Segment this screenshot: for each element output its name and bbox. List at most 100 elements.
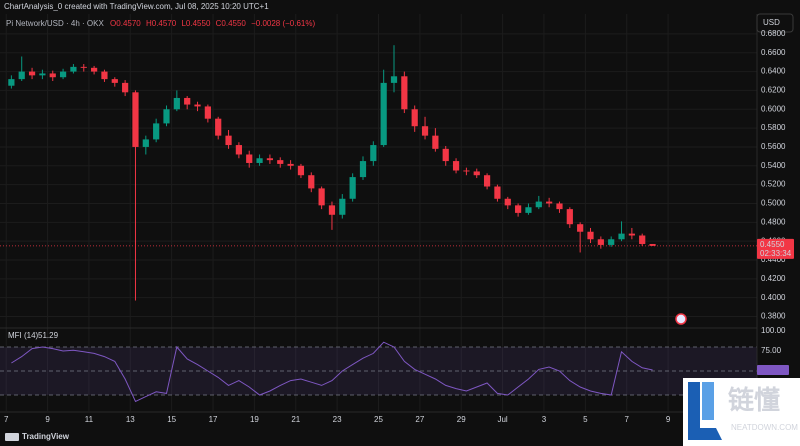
legend-change: −0.0028 (−0.61%): [251, 19, 315, 28]
candle-body: [18, 71, 25, 80]
x-tick-label: 23: [333, 415, 342, 424]
x-tick-label: 9: [666, 415, 671, 424]
candle-body: [194, 104, 201, 107]
brand: TradingView: [22, 432, 70, 441]
y-tick-label: 0.3800: [761, 312, 786, 321]
candle-body: [277, 160, 284, 164]
candle-body: [494, 186, 501, 199]
candle-body: [535, 201, 542, 208]
brand-logo: [5, 433, 19, 441]
candle-body: [515, 205, 522, 213]
x-tick-label: 5: [583, 415, 588, 424]
last-price-label: 0.4550: [760, 240, 785, 249]
x-tick-label: 15: [167, 415, 176, 424]
candle-body: [359, 161, 367, 178]
legend: Pi Network/USD · 4h · OKX O0.4570 H0.457…: [6, 19, 315, 28]
y-tick-label: 0.4000: [761, 293, 786, 302]
x-tick-label: 19: [250, 415, 259, 424]
candle-body: [297, 165, 305, 176]
footer: TradingView: [5, 432, 70, 441]
candle-body: [235, 145, 242, 155]
watermark: 链懂 NEATDOWN.COM: [683, 378, 800, 446]
event-icon[interactable]: [675, 313, 687, 325]
candle-body: [608, 239, 615, 245]
candle-body: [122, 82, 129, 93]
candle-body: [566, 209, 573, 225]
candle-body: [287, 163, 294, 166]
candle-body: [504, 198, 511, 206]
candle-body: [8, 79, 15, 86]
candle-body: [483, 175, 491, 187]
y-tick-label: 0.5600: [761, 142, 786, 151]
candle-body: [525, 207, 532, 213]
x-tick-label: 21: [291, 415, 300, 424]
countdown: 02:33:34: [760, 249, 792, 258]
y-tick-label: 0.4800: [761, 217, 786, 226]
candle-body: [70, 66, 77, 72]
currency-box[interactable]: [756, 13, 794, 33]
candle-body: [649, 243, 656, 246]
y-tick-label: 0.6400: [761, 67, 786, 76]
candle-body: [80, 66, 87, 68]
grid: [0, 14, 757, 411]
candle-body: [349, 177, 356, 199]
x-tick-label: 11: [85, 415, 94, 424]
candle-body: [442, 148, 449, 162]
watermark-name: 链懂: [728, 385, 780, 415]
x-tick-label: Jul: [497, 415, 507, 424]
candle-body: [132, 92, 139, 147]
mfi-tick-label: 100.00: [761, 326, 786, 335]
x-tick-label: 25: [374, 415, 383, 424]
y-tick-label: 0.6200: [761, 86, 786, 95]
candle-body: [556, 203, 563, 210]
candle-body: [639, 235, 646, 244]
legend-high: H0.4570: [146, 19, 177, 28]
candle-body: [628, 233, 635, 236]
y-tick-label: 0.5800: [761, 123, 786, 132]
candle-body: [618, 233, 625, 240]
candle-body: [339, 198, 346, 215]
candle-body: [111, 79, 118, 83]
candle-body: [225, 135, 232, 146]
x-tick-label: 7: [4, 415, 9, 424]
candle-body: [28, 71, 36, 76]
candle-body: [101, 71, 108, 80]
chart-title: ChartAnalysis_0 created with TradingView…: [4, 2, 269, 11]
y-tick-label: 0.5400: [761, 161, 786, 170]
x-tick-label: 7: [624, 415, 629, 424]
currency[interactable]: USD: [763, 18, 780, 27]
candle-body: [390, 76, 398, 83]
y-tick-label: 0.5200: [761, 180, 786, 189]
candle-body: [308, 175, 315, 189]
candle-body: [49, 73, 56, 78]
candle-body: [587, 231, 594, 240]
candle-body: [328, 205, 336, 215]
candle-body: [452, 161, 460, 171]
candle-body: [246, 154, 253, 163]
y-tick-label: 0.6800: [761, 29, 786, 38]
watermark-site: NEATDOWN.COM: [731, 423, 798, 432]
x-tick-label: 17: [209, 415, 218, 424]
x-tick-label: 3: [542, 415, 547, 424]
candle-body: [473, 171, 480, 176]
candle-body: [266, 158, 274, 161]
candle-body: [91, 67, 98, 72]
candle-body: [39, 73, 46, 76]
legend-low: L0.4550: [181, 19, 210, 28]
candle-body: [163, 109, 170, 124]
y-tick-label: 0.4400: [761, 255, 786, 264]
candle-body: [380, 82, 387, 146]
candle-body: [318, 188, 325, 206]
candle-body: [142, 139, 149, 147]
mfi-line: [11, 341, 653, 403]
watermark-logo: [688, 382, 722, 440]
candle-body: [546, 201, 553, 204]
candle-body: [204, 106, 211, 119]
x-tick-label: 13: [126, 415, 135, 424]
candle-body: [59, 71, 67, 78]
y-tick-label: 0.6600: [761, 48, 786, 57]
